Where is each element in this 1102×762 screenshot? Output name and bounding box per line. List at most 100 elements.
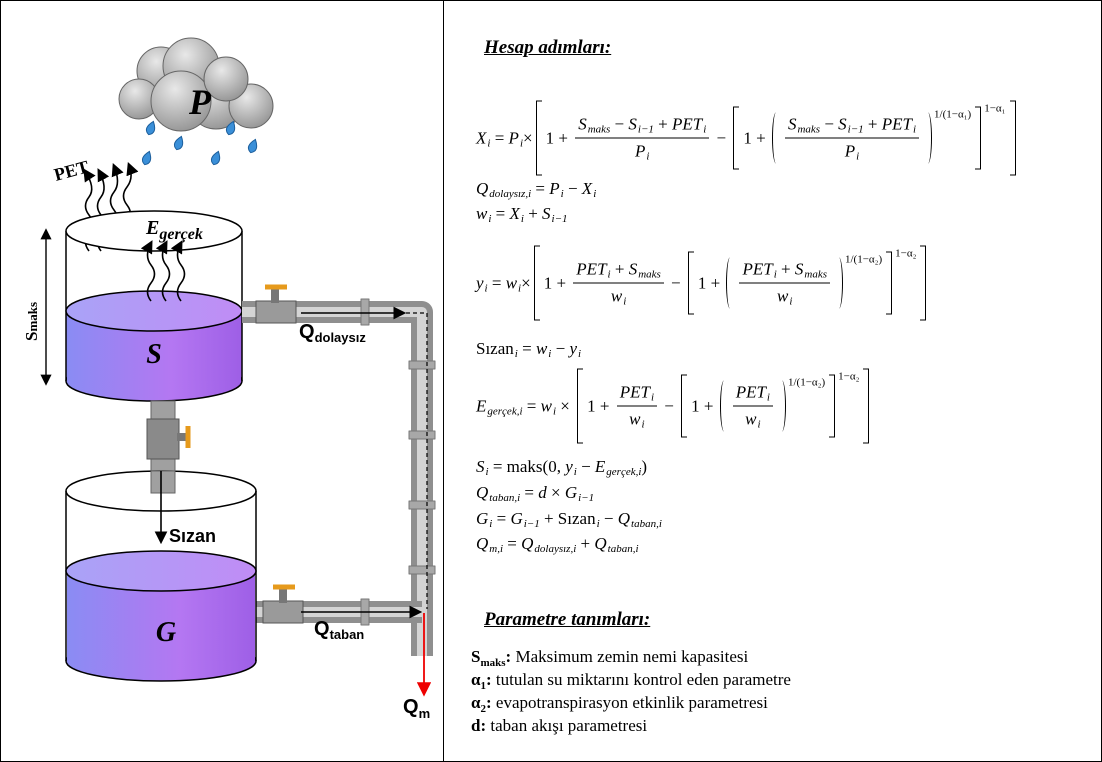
delimiter-left	[533, 245, 540, 321]
label-q-dolaysiz: Qdolaysız	[299, 321, 366, 345]
eq-symbol-base: w	[610, 286, 623, 306]
eq-subscript: i	[487, 137, 491, 149]
label-q-dolaysiz-sub: dolaysız	[315, 330, 367, 345]
eq-symbol-base: w	[777, 286, 789, 306]
eq-subscript: i−1	[523, 518, 540, 530]
parameter-description: tutulan su miktarını kontrol eden parame…	[491, 670, 791, 689]
eq-subscript: i−1	[578, 492, 595, 504]
eq-text: ×	[546, 483, 565, 502]
eq-symbol-base: PET	[881, 114, 912, 134]
eq-symbol-base: PET	[619, 382, 650, 402]
eq-text: =	[520, 483, 539, 502]
eq-subscript: i	[856, 150, 860, 163]
eq-subscript: i−1	[637, 123, 654, 136]
eq-subscript: i	[766, 391, 770, 404]
eq-subscript: maks	[587, 123, 611, 136]
eq-text: −	[820, 114, 839, 134]
eq-text: 1 +	[543, 273, 571, 292]
eq-text: +	[863, 114, 882, 134]
eq-subscript: i	[573, 466, 577, 478]
term-base: α	[471, 693, 481, 712]
eq-subscript: i	[519, 137, 523, 149]
eq-text: =	[492, 509, 511, 528]
delimiter-right	[863, 368, 870, 444]
q-dolaysiz-path	[406, 312, 428, 609]
delimiter-right	[924, 112, 933, 164]
fraction: PET i w i	[732, 383, 773, 431]
eq-text: =	[517, 339, 536, 358]
fraction: PET i w i	[616, 382, 657, 431]
term-base: d	[471, 716, 481, 735]
eq-symbol-base: X	[509, 204, 520, 223]
label-q-taban: Qtaban	[314, 618, 364, 642]
eq-text: =	[531, 179, 550, 198]
eq-symbol-base: S	[578, 114, 587, 134]
exponent: 1−α₁	[984, 102, 1006, 115]
eq-subscript: taban,i	[607, 543, 639, 555]
eq-text: −	[666, 273, 685, 292]
evap-arrows	[140, 240, 186, 302]
eq-subscript: i	[577, 348, 582, 360]
eq-text: +	[610, 259, 629, 279]
label-smaks: Smaks	[22, 302, 41, 341]
eq-subscript: i	[773, 268, 777, 281]
eq-symbol-base: Q	[594, 534, 607, 553]
parameter-term: d:	[471, 716, 486, 735]
eq-subscript: i	[593, 188, 597, 200]
parameter: d: taban akışı parametresi	[471, 716, 647, 736]
eq-subscript: i	[596, 518, 600, 530]
label-g: G	[156, 617, 176, 648]
exponent: 1/(1−α₁)	[934, 108, 972, 121]
eq-symbol-base: S	[787, 114, 797, 134]
eq-symbol: PET i	[619, 382, 654, 404]
parameter-term: Smaks:	[471, 647, 511, 669]
eq-subscript: gerçek,i	[487, 405, 523, 417]
term-base: S	[471, 647, 481, 666]
eq-text: =	[522, 396, 541, 415]
eq-subscript: i	[520, 213, 524, 225]
eq-symbol-base: Sızan	[476, 339, 514, 358]
eq-text: 1 +	[691, 396, 718, 415]
eq-text: −	[551, 339, 570, 358]
eq-text: +	[539, 509, 558, 528]
valves	[146, 284, 304, 624]
eq-symbol-base: Q	[476, 179, 489, 198]
eq-text: −	[610, 114, 629, 134]
eq-subscript: i	[485, 466, 489, 478]
term-separator: :	[486, 693, 492, 712]
label-e-base: E	[145, 217, 159, 239]
